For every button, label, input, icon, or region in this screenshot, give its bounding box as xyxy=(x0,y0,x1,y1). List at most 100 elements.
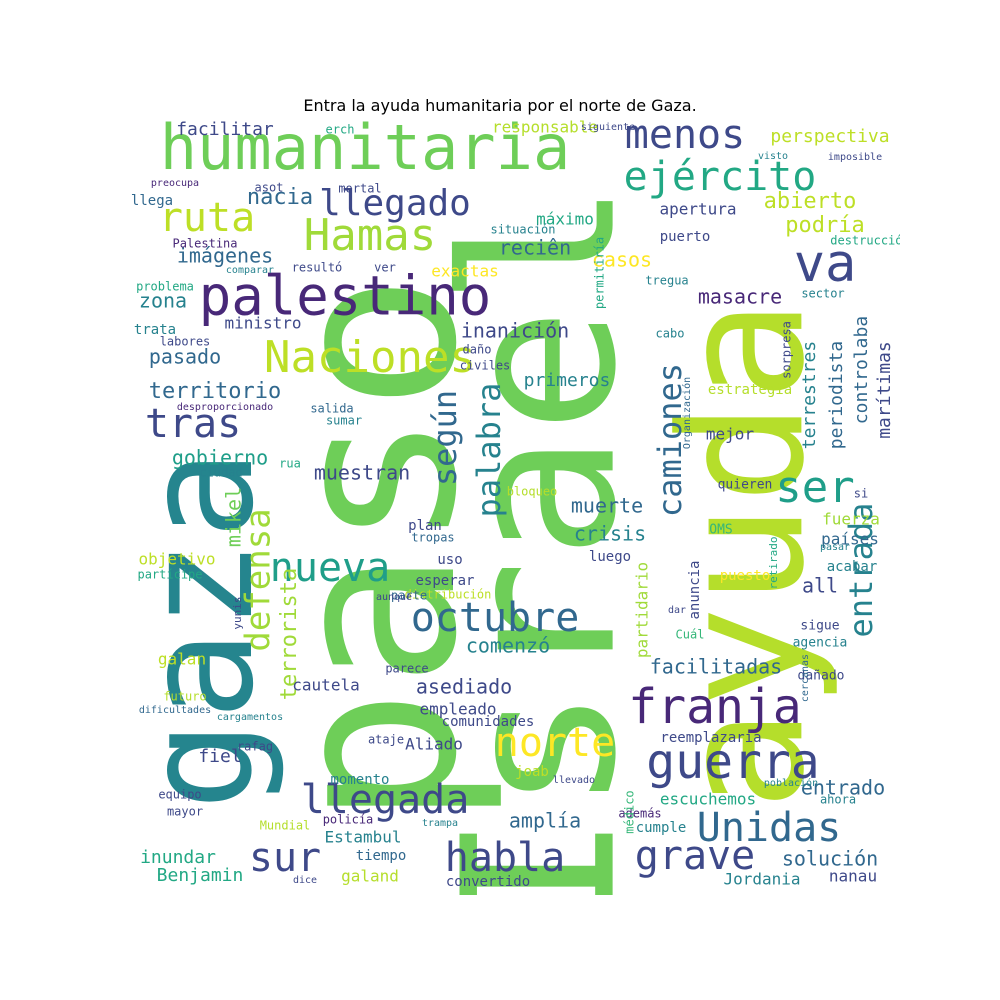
cloud-word: reemplazaría xyxy=(660,730,761,746)
cloud-word: máximo xyxy=(536,210,594,229)
cloud-word: llegada xyxy=(301,777,470,823)
cloud-word: labores xyxy=(160,335,211,349)
cloud-word: comunidades xyxy=(442,714,535,730)
cloud-word: periodista xyxy=(826,341,847,449)
cloud-word: cumple xyxy=(636,820,687,836)
cloud-word: galan xyxy=(158,650,206,669)
cloud-word: gobierno xyxy=(172,446,268,470)
cloud-word: dice xyxy=(293,875,317,886)
cloud-word: según xyxy=(426,390,464,486)
cloud-word: OMS xyxy=(709,523,732,538)
cloud-word: cabo xyxy=(656,327,685,341)
cloud-word: inundar xyxy=(140,847,216,868)
cloud-word: trata xyxy=(134,322,176,338)
cloud-word: territorio xyxy=(149,379,281,404)
cloud-word: quieren xyxy=(718,478,773,493)
cloud-word: ministro xyxy=(224,314,301,333)
cloud-word: erch xyxy=(326,123,355,137)
cloud-word: entrada xyxy=(842,503,880,638)
cloud-word: sigue xyxy=(800,619,839,634)
cloud-word: responsable xyxy=(492,120,598,137)
cloud-word: Jordania xyxy=(723,870,800,889)
cloud-word: sector xyxy=(801,287,844,301)
cloud-word: pasado xyxy=(149,345,221,369)
cloud-word: paso xyxy=(241,273,508,827)
cloud-word: yunis xyxy=(231,596,244,629)
cloud-word: muerte xyxy=(571,494,643,518)
cloud-word: octubre xyxy=(411,595,580,641)
cloud-word: anuncia xyxy=(687,560,703,619)
cloud-word: población xyxy=(764,777,818,789)
cloud-word: Benjamin xyxy=(157,865,244,886)
cloud-word: parece xyxy=(385,662,428,676)
cloud-word: destrucción xyxy=(830,234,900,248)
cloud-word: crisis xyxy=(574,522,646,546)
cloud-word: cautela xyxy=(292,676,359,695)
cloud-word: Estambul xyxy=(324,828,401,847)
cloud-word: rua xyxy=(279,457,301,471)
cloud-word: agencia xyxy=(793,636,848,651)
cloud-word: momento xyxy=(330,772,389,788)
cloud-word: cargamentos xyxy=(217,712,283,723)
cloud-word: parte xyxy=(391,589,427,603)
cloud-word: facilitadas xyxy=(650,655,782,679)
cloud-word: nueva xyxy=(270,545,390,591)
cloud-word: masacre xyxy=(698,285,782,309)
cloud-word: galand xyxy=(341,867,399,886)
cloud-word: además xyxy=(618,807,661,821)
cloud-word: llevado xyxy=(553,775,595,786)
cloud-word: inanición xyxy=(461,319,569,343)
cloud-word: llega xyxy=(131,193,173,209)
cloud-word: reciên xyxy=(499,236,571,260)
cloud-word: mikel xyxy=(222,487,246,547)
cloud-word: imposible xyxy=(828,152,882,163)
cloud-word: cercanas xyxy=(800,654,811,702)
cloud-word: mayor xyxy=(167,805,203,819)
cloud-word: ahora xyxy=(820,793,856,807)
cloud-word: civiles xyxy=(460,359,511,373)
cloud-word: ciudad xyxy=(199,466,242,480)
cloud-word: menos xyxy=(625,120,745,158)
cloud-word: retirado xyxy=(767,537,780,590)
cloud-word: entrado xyxy=(801,776,885,800)
cloud-word: imágenes xyxy=(177,244,273,268)
cloud-word: perspectiva xyxy=(770,126,889,147)
cloud-word: Hamas xyxy=(304,210,436,261)
cloud-word: guerra xyxy=(646,734,819,790)
cloud-word: tras xyxy=(145,401,241,447)
cloud-word: médico xyxy=(623,790,637,833)
cloud-word: all xyxy=(802,574,838,598)
cloud-word: esperar xyxy=(415,573,474,589)
cloud-word: escuchemos xyxy=(660,790,756,809)
cloud-word: asediado xyxy=(416,675,512,699)
cloud-word: Unidas xyxy=(697,805,842,851)
cloud-word: tiempo xyxy=(356,848,407,864)
cloud-word: ataje xyxy=(368,733,404,747)
cloud-word: plan xyxy=(408,518,442,534)
cloud-word: países xyxy=(821,530,879,549)
cloud-word: ejército xyxy=(624,154,817,200)
cloud-word: visto xyxy=(758,151,788,162)
cloud-word: llegado xyxy=(319,183,471,224)
cloud-word: franja xyxy=(628,679,801,735)
cloud-word: sur xyxy=(249,835,321,881)
cloud-word: puerto xyxy=(660,229,711,245)
cloud-word: grave xyxy=(635,833,755,879)
cloud-word: policía xyxy=(323,813,374,827)
cloud-word: preocupa xyxy=(151,178,199,189)
cloud-word: habla xyxy=(445,835,565,881)
cloud-word: tregua xyxy=(645,274,688,288)
cloud-word: ayuda xyxy=(644,299,842,811)
cloud-word: si xyxy=(854,487,868,501)
cloud-word: bloqueo xyxy=(507,485,558,499)
cloud-word: partícipe xyxy=(137,568,202,582)
cloud-word: ser xyxy=(775,462,854,513)
cloud-word: distribución xyxy=(405,588,492,602)
cloud-word: equipo xyxy=(158,788,201,802)
cloud-word: abierto xyxy=(764,189,857,214)
cloud-word: sorpresa xyxy=(780,321,794,379)
cloud-word: ruta xyxy=(159,195,255,241)
cloud-word: Mundial xyxy=(260,819,311,833)
cloud-word: nanau xyxy=(829,867,877,886)
